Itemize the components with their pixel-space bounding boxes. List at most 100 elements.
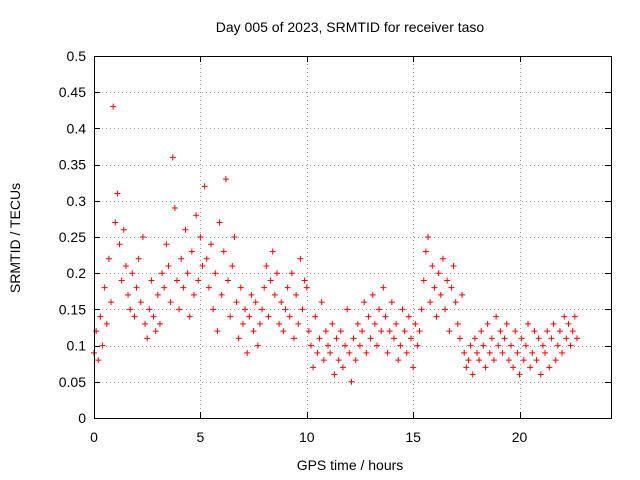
data-point (497, 328, 504, 335)
data-point (184, 270, 191, 277)
data-point (418, 306, 425, 313)
x-tick-label: 5 (196, 429, 204, 445)
data-point (133, 284, 140, 291)
data-point (365, 313, 372, 320)
data-point (508, 342, 515, 349)
y-tick-label: 0 (78, 410, 86, 426)
data-point (461, 349, 468, 356)
data-point (227, 313, 234, 320)
data-point (220, 248, 227, 255)
x-tick-label: 10 (299, 429, 315, 445)
data-point (503, 320, 510, 327)
data-point (456, 335, 463, 342)
data-point (286, 313, 293, 320)
data-point (101, 284, 108, 291)
data-point (231, 234, 238, 240)
data-point (118, 277, 125, 284)
data-point (176, 306, 183, 313)
data-point (522, 342, 529, 349)
plot-frame (94, 56, 612, 419)
data-point (195, 277, 202, 284)
data-point (99, 342, 106, 349)
data-point (146, 306, 153, 313)
data-point (563, 335, 570, 342)
data-point (299, 306, 306, 313)
data-point (167, 299, 174, 306)
data-point (244, 349, 251, 356)
data-point (488, 335, 495, 342)
data-point (180, 284, 187, 291)
data-point (154, 291, 161, 298)
data-point (352, 357, 359, 364)
data-point (346, 349, 353, 356)
data-point (450, 262, 457, 269)
data-point (478, 328, 485, 335)
data-point (473, 349, 480, 356)
data-point (395, 357, 402, 364)
data-point (114, 190, 121, 197)
y-tick-label: 0.2 (67, 265, 87, 281)
data-point (539, 342, 546, 349)
data-point (512, 328, 519, 335)
data-point (337, 328, 344, 335)
data-point (367, 335, 374, 342)
data-point (235, 335, 242, 342)
data-point (444, 277, 451, 284)
data-point (561, 313, 568, 320)
data-point (342, 342, 349, 349)
data-point (276, 320, 283, 327)
data-point (537, 371, 544, 378)
data-point (210, 306, 217, 313)
x-axis-label: GPS time / hours (297, 457, 404, 473)
data-point (437, 291, 444, 298)
data-point (490, 357, 497, 364)
data-point (129, 270, 136, 277)
x-tick-label: 0 (90, 429, 98, 445)
data-point (110, 103, 117, 110)
data-point (412, 320, 419, 327)
data-point (137, 299, 144, 306)
data-point (429, 262, 436, 269)
data-point (422, 248, 429, 255)
data-point (225, 277, 232, 284)
data-point (516, 371, 523, 378)
data-point (505, 357, 512, 364)
data-point (269, 248, 276, 255)
tick-labels: 0 0.05 0.1 0.15 0.2 0.25 0.3 0.35 0.4 0.45 0.5 0 5 10… (59, 48, 528, 445)
data-point (533, 357, 540, 364)
data-point (535, 335, 542, 342)
data-point (314, 349, 321, 356)
data-point (376, 306, 383, 313)
data-point (476, 357, 483, 364)
data-point (339, 364, 346, 371)
data-point (216, 219, 223, 226)
data-point (518, 335, 525, 342)
data-point (144, 335, 151, 342)
data-point (554, 342, 561, 349)
data-point (125, 291, 132, 298)
data-point (414, 342, 421, 349)
data-point (448, 284, 455, 291)
data-point (556, 328, 563, 335)
data-point (248, 291, 255, 298)
data-point (552, 357, 559, 364)
data-point (295, 320, 302, 327)
data-point (95, 357, 102, 364)
data-point (499, 349, 506, 356)
data-point (105, 255, 112, 262)
data-point (218, 291, 225, 298)
data-point (331, 371, 338, 378)
data-point (495, 342, 502, 349)
data-point (150, 313, 157, 320)
data-point (382, 313, 389, 320)
data-point (259, 306, 266, 313)
data-point (282, 306, 289, 313)
data-point (363, 349, 370, 356)
data-point (305, 328, 312, 335)
data-point (273, 270, 280, 277)
data-point (222, 176, 229, 183)
chart-title: Day 005 of 2023, SRMTID for receiver tas… (216, 19, 485, 35)
y-tick-label: 0.15 (59, 301, 86, 317)
data-point (199, 262, 206, 269)
